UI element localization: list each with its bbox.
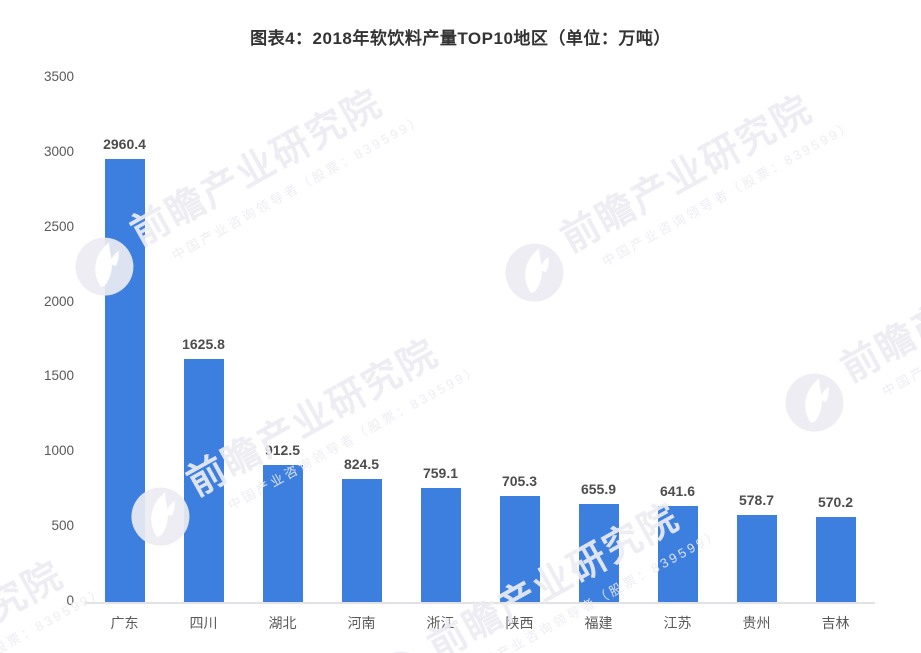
- plot-area: 2960.4 1625.8 912.5 824.5 759.1 705.3 655.9 641…: [85, 78, 875, 604]
- x-axis-label: 陕西: [505, 615, 534, 631]
- bar-slot: 912.5: [243, 78, 322, 602]
- bar-value-label: 912.5: [264, 442, 301, 459]
- qianzhan-logo-icon: [372, 651, 431, 653]
- y-axis-tick-label: 1000: [43, 443, 74, 459]
- bar-贵州: [736, 515, 777, 602]
- bar-slot: 1625.8: [164, 78, 243, 602]
- bar-广东: [104, 158, 145, 602]
- y-axis-tick-label: 1500: [43, 368, 74, 384]
- bar-陕西: [499, 496, 540, 602]
- x-axis: 广东 四川 湖北 河南 浙江 陕西 福建 江苏 贵州 吉林: [85, 613, 875, 633]
- bar-slot: 705.3: [480, 78, 559, 602]
- x-axis-label: 湖北: [268, 615, 297, 631]
- y-axis-tick-label: 3000: [43, 143, 74, 159]
- y-axis-tick-label: 3500: [43, 69, 74, 84]
- bar-value-label: 2960.4: [103, 135, 146, 152]
- bar-slot: 641.6: [638, 78, 717, 602]
- y-axis-tick-label: 2000: [43, 293, 74, 309]
- bar-slot: 2960.4: [85, 78, 164, 602]
- bar-吉林: [815, 516, 856, 602]
- x-axis-label: 四川: [189, 615, 218, 631]
- bar-value-label: 705.3: [501, 473, 538, 490]
- bar-slot: 759.1: [401, 78, 480, 602]
- bar-湖北: [262, 465, 303, 602]
- bar-四川: [183, 358, 224, 602]
- y-axis-tick-label: 2500: [43, 218, 74, 234]
- bar-value-label: 578.7: [738, 492, 775, 509]
- bar-福建: [578, 503, 619, 602]
- bar-河南: [341, 478, 382, 602]
- x-axis-label: 广东: [110, 615, 139, 631]
- bar-value-label: 570.2: [817, 493, 854, 510]
- x-axis-label: 贵州: [742, 615, 771, 631]
- watermark-subtitle: 中国产业咨询领导者（股票：839599）: [879, 247, 921, 399]
- bar-浙江: [420, 488, 461, 602]
- bar-value-label: 759.1: [422, 465, 459, 482]
- bar-slot: 570.2: [796, 78, 875, 602]
- bar-value-label: 655.9: [580, 480, 617, 497]
- bar-value-label: 641.6: [659, 482, 696, 499]
- x-axis-label: 河南: [347, 615, 376, 631]
- bar-value-label: 824.5: [343, 455, 380, 472]
- chart-title: 图表4：2018年软饮料产量TOP10地区（单位：万吨）: [250, 29, 671, 48]
- bar-slot: 578.7: [717, 78, 796, 602]
- x-axis-label: 福建: [584, 615, 613, 631]
- x-axis-label: 吉林: [821, 615, 850, 631]
- bar-江苏: [657, 505, 698, 602]
- x-axis-label: 浙江: [426, 615, 455, 631]
- x-axis-label: 江苏: [663, 615, 692, 631]
- bar-slot: 824.5: [322, 78, 401, 602]
- bar-value-label: 1625.8: [182, 335, 225, 352]
- bar-slot: 655.9: [559, 78, 638, 602]
- y-axis-tick-label: 500: [51, 518, 74, 534]
- y-axis-tick-label: 0: [66, 593, 74, 608]
